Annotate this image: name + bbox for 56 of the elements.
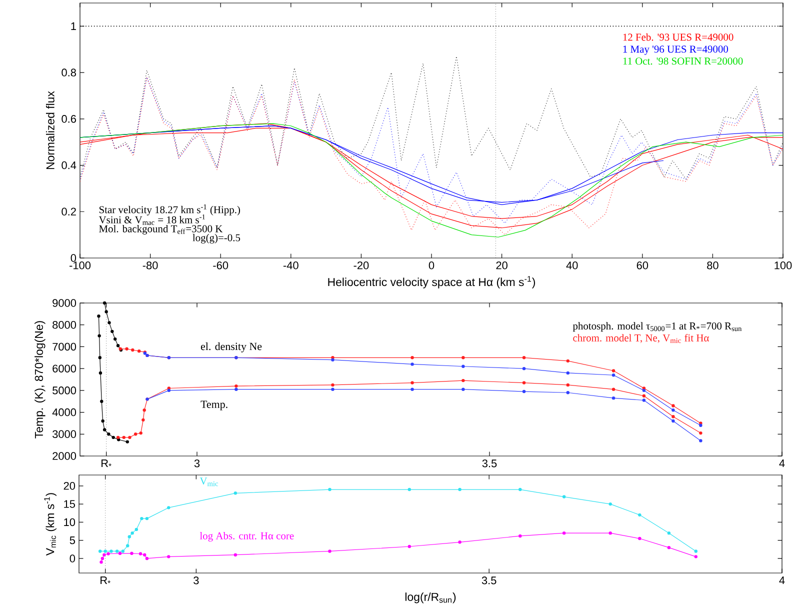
y-tick-label: 0.4 — [62, 161, 76, 170]
y-tick-label: 6000 — [52, 364, 76, 372]
y-tick-label: 1 — [71, 22, 76, 30]
text: photosph. model τ$_{5000}$=1 at R$_{*}$=700 R$_{sun}$ — [572, 322, 742, 332]
x-tick-label: 3 — [194, 460, 200, 468]
x-tick-label: -40 — [283, 262, 298, 270]
y-axis-title: Temp. (K), 870*log(Ne) — [34, 321, 46, 438]
x-tick-label: R$_{*}$ — [100, 576, 110, 584]
y-axis-title: Normalized flux — [46, 91, 54, 170]
x-tick-label: -60 — [213, 262, 228, 270]
y-tick-label: 15 — [64, 500, 76, 508]
annotation: Star velocity 18.27 km s$^{-1}$ (Hipp.) — [99, 204, 240, 216]
x-tick-label: 20 — [496, 262, 508, 270]
x-tick-label: -100 — [70, 262, 91, 270]
y-tick-label: 5 — [70, 536, 76, 544]
x-axis-title: log(r/R$_{sun}$) — [405, 592, 456, 604]
y-tick-label: 8000 — [52, 320, 76, 329]
y-tick-label: 2000 — [52, 452, 76, 460]
text: 11 Oct. '98 SOFIN R=20000 — [623, 58, 743, 65]
x-tick-label: 0 — [428, 262, 434, 270]
x-axis-title: Heliocentric velocity space at Hα (km s$^{-1}$) — [328, 276, 536, 288]
series-label: log Abs. cntr. Hα core — [200, 532, 294, 542]
y-tick-label: 0.8 — [62, 68, 76, 76]
y-tick-label: 0 — [70, 554, 76, 562]
y-tick-label: 5000 — [52, 386, 76, 394]
y-tick-label: 0 — [70, 254, 76, 262]
y-tick-label: 3000 — [52, 430, 76, 438]
x-tick-label: 3.5 — [482, 460, 497, 468]
annotation: Temp. — [200, 400, 228, 410]
x-tick-label: 3.5 — [482, 576, 496, 584]
annotation: log(g)=-0.5 — [192, 234, 240, 244]
y-tick-label: 10 — [64, 518, 76, 526]
x-tick-label: -80 — [142, 262, 158, 270]
x-tick-label: R$_{*}$ — [102, 460, 112, 468]
series-label: V$_{mic}$ — [200, 478, 218, 486]
annotation: el. density Ne — [200, 342, 262, 352]
y-axis-title: V$_{mic}$ (km s$^{-1}$) — [44, 493, 56, 556]
text: 1 May '96 UES R=49000 — [623, 46, 728, 55]
y-tick-label: 0.2 — [62, 208, 76, 216]
x-tick-label: -20 — [354, 262, 369, 270]
annotation: Mol. backgound T$_{eff}$=3500 K — [99, 224, 223, 234]
x-tick-label: 4 — [779, 460, 785, 468]
x-tick-label: 100 — [774, 262, 792, 270]
y-tick-label: 4000 — [52, 408, 76, 416]
x-tick-label: 60 — [636, 262, 648, 270]
x-tick-label: 4 — [779, 576, 785, 584]
text: 12 Feb. '93 UES R=49000 — [623, 33, 734, 41]
annotation: Vsini & V$_{mac}$ = 18 km s$^{-1}$ — [98, 214, 205, 225]
y-tick-label: 9000 — [52, 299, 76, 307]
series-label: chrom. model T, Ne, V$_{mic}$ fit Hα — [573, 334, 709, 344]
x-tick-label: 40 — [566, 262, 578, 270]
y-tick-label: 0.6 — [62, 115, 76, 123]
y-tick-label: 7000 — [52, 342, 76, 351]
x-tick-label: 80 — [707, 262, 718, 270]
y-tick-label: 20 — [64, 482, 76, 490]
x-tick-label: 3 — [194, 576, 199, 584]
